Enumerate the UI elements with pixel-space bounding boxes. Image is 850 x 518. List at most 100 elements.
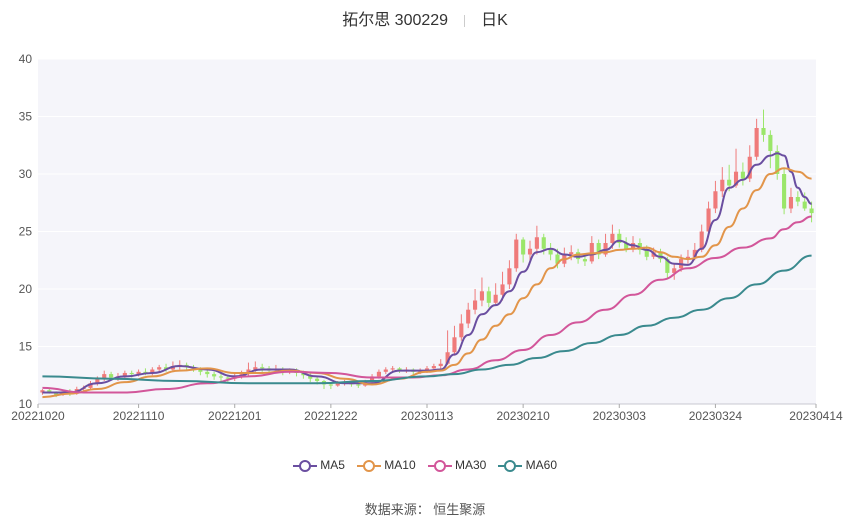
candle-body (617, 233, 622, 243)
candle-body (397, 368, 402, 371)
candle-body (369, 376, 375, 383)
candle-body (569, 252, 574, 255)
y-tick-label: 10 (19, 397, 33, 411)
candle-body (246, 369, 251, 375)
candle-body (610, 233, 615, 243)
legend-swatch (427, 459, 452, 472)
candle-body (576, 252, 581, 260)
candle-body (493, 294, 498, 303)
legend-swatch (498, 459, 523, 472)
candle-body (521, 239, 526, 255)
candle-body (47, 390, 52, 393)
x-tick-label: 20230113 (401, 409, 454, 423)
candle-body (109, 374, 114, 378)
candle-body (527, 248, 533, 255)
candle-body (205, 371, 210, 375)
candle-body (761, 128, 766, 135)
candle-body (486, 291, 491, 303)
candle-body (150, 369, 155, 373)
x-tick-label: 20230303 (593, 409, 647, 423)
candle-body (102, 374, 107, 379)
x-tick-label: 20221201 (208, 409, 262, 423)
candle-body (466, 309, 471, 324)
candle-body (596, 243, 601, 255)
y-tick-label: 15 (19, 340, 33, 354)
candle-body (795, 197, 800, 202)
title-separator (464, 14, 466, 27)
legend-label: MA10 (380, 458, 416, 472)
candle-body (157, 367, 162, 370)
y-tick-label: 20 (19, 282, 33, 296)
candle-body (315, 378, 320, 381)
candle-body (754, 128, 759, 157)
chart-legend: MA5 MA10 MA30 MA60 (0, 458, 850, 473)
candle-body (479, 291, 485, 301)
candle-body (713, 191, 718, 209)
candle-body (747, 156, 752, 179)
candle-body (644, 249, 649, 257)
candle-body (727, 179, 732, 186)
x-tick-label: 20221020 (11, 409, 65, 423)
candle-body (225, 377, 230, 379)
legend-item-ma60[interactable]: MA60 (498, 458, 557, 473)
candle-body (733, 171, 739, 186)
legend-item-ma30[interactable]: MA30 (427, 458, 487, 473)
candle-body (514, 239, 519, 269)
candle-body (95, 378, 100, 384)
candle-body (122, 372, 127, 377)
legend-label: MA5 (316, 458, 345, 472)
legend-label: MA30 (451, 458, 487, 472)
candle-body (740, 171, 745, 179)
chart-title: 拓尔思 300229 (342, 12, 449, 29)
x-tick-label: 20230414 (789, 409, 843, 423)
candle-body (253, 367, 258, 370)
candle-body (212, 374, 217, 377)
candle-body (665, 259, 670, 273)
candle-body (507, 268, 512, 285)
candle-body (768, 134, 773, 151)
chart-period[interactable]: 日K (481, 12, 508, 29)
legend-item-ma10[interactable]: MA10 (356, 458, 416, 473)
candle-body (301, 372, 306, 376)
candle-body (473, 300, 478, 310)
candle-body (775, 151, 780, 174)
candle-body (390, 368, 395, 370)
candle-body (672, 268, 677, 273)
candle-body (548, 248, 553, 255)
candle-body (555, 254, 560, 264)
candle-body (88, 383, 93, 388)
candle-body (260, 367, 265, 369)
candle-body (459, 323, 464, 338)
candle-body (163, 367, 169, 370)
data-source: 数据来源： 恒生聚源 (364, 502, 486, 517)
candle-body (129, 372, 134, 375)
candle-body (500, 284, 505, 295)
candle-body (335, 383, 340, 386)
candle-body (438, 363, 443, 367)
candle-body (376, 371, 381, 377)
series-line-ma30 (42, 215, 812, 394)
legend-item-ma5[interactable]: MA5 (292, 458, 345, 473)
legend-label: MA60 (522, 458, 558, 472)
candle-body (788, 197, 794, 209)
candle-body (445, 352, 450, 364)
candle-body (706, 208, 711, 232)
candle-body (328, 384, 333, 386)
y-tick-label: 25 (19, 225, 33, 239)
y-tick-label: 40 (19, 52, 33, 66)
legend-swatch (356, 459, 381, 472)
series-line-ma10 (42, 167, 812, 399)
y-tick-label: 35 (19, 110, 33, 124)
candle-body (692, 249, 697, 257)
x-tick-label: 20230210 (496, 409, 550, 423)
candle-body (658, 252, 663, 260)
legend-swatch (292, 459, 317, 472)
candle-body (452, 337, 457, 353)
x-tick-label: 20230324 (689, 409, 743, 423)
candle-body (685, 256, 691, 260)
chart-title-row: 拓尔思 300229 日K (0, 6, 850, 30)
series-line-ma60 (42, 254, 812, 385)
candle-body (624, 243, 629, 249)
candle-body (54, 392, 59, 395)
